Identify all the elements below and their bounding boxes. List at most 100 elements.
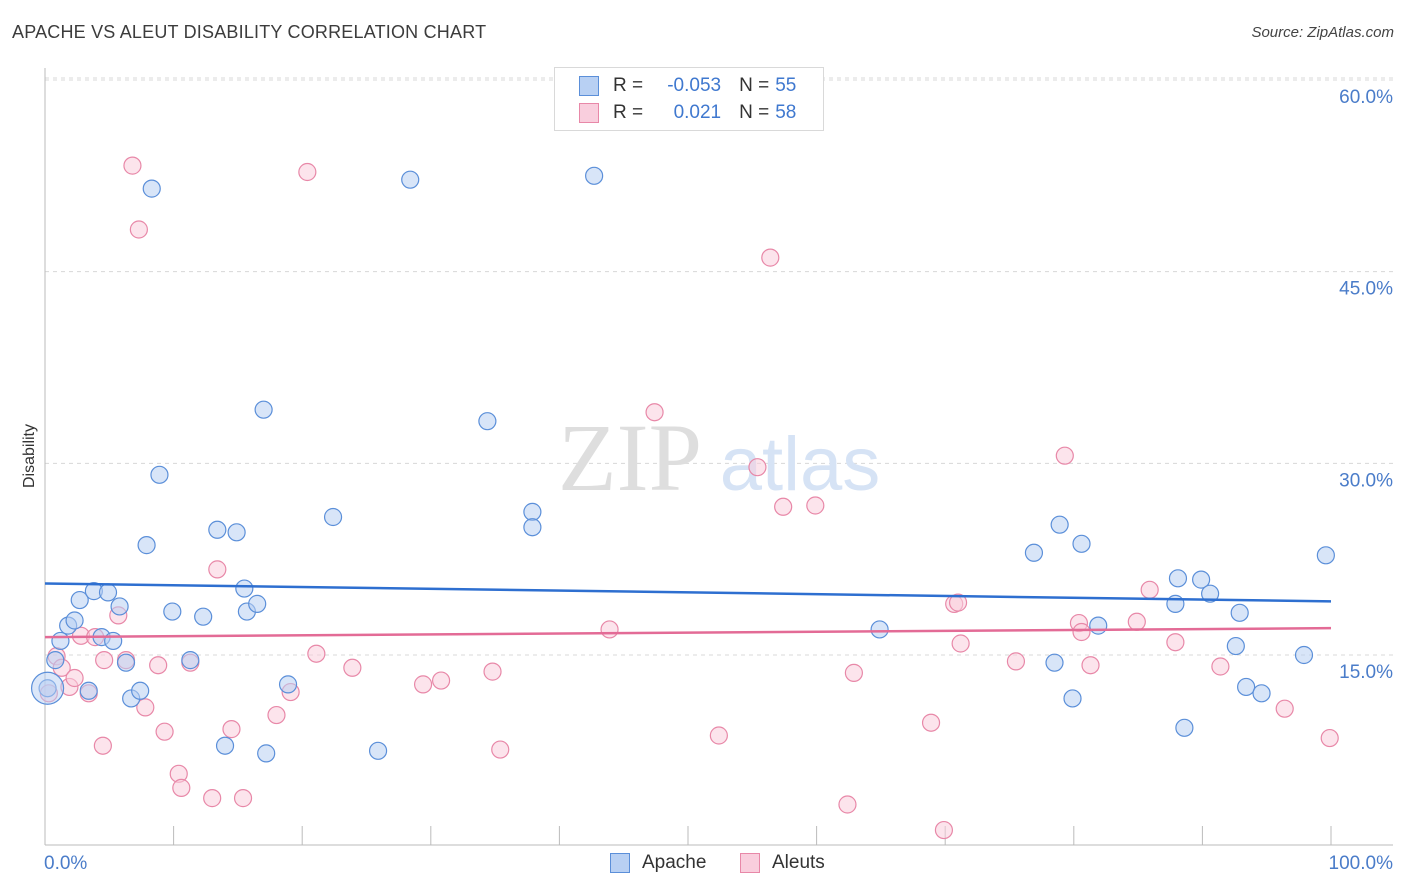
apache-point-26[interactable] <box>248 594 267 613</box>
y-tick-label-2: 45.0% <box>1339 279 1393 300</box>
aleut-point-48[interactable] <box>1055 446 1074 465</box>
aleut-point-4[interactable] <box>65 668 84 688</box>
apache-point-27[interactable] <box>254 400 273 419</box>
apache-point-31[interactable] <box>368 741 388 760</box>
apache-point-9[interactable] <box>98 583 118 602</box>
apache-point-45[interactable] <box>1168 569 1188 588</box>
legend-item-apache[interactable]: Apache <box>610 852 706 874</box>
apache-point-30[interactable] <box>323 507 343 527</box>
aleut-point-32[interactable] <box>491 740 510 759</box>
aleut-point-27[interactable] <box>307 644 326 663</box>
apache-cluster-point[interactable] <box>30 671 65 705</box>
apache-point-37[interactable] <box>870 620 889 639</box>
aleut-point-45[interactable] <box>948 593 968 612</box>
apache-point-39[interactable] <box>1045 653 1064 672</box>
apache-point-46[interactable] <box>1175 718 1194 737</box>
aleut-point-12[interactable] <box>123 156 142 175</box>
aleut-point-54[interactable] <box>1166 633 1185 652</box>
apache-point-54[interactable] <box>1316 546 1335 565</box>
aleut-point-21[interactable] <box>208 560 227 579</box>
legend-item-aleut[interactable]: Aleuts <box>740 852 825 874</box>
aleut-point-13[interactable] <box>129 220 148 239</box>
apache-point-15[interactable] <box>137 536 156 555</box>
apache-point-19[interactable] <box>181 651 200 670</box>
apache-point-41[interactable] <box>1063 689 1082 708</box>
aleut-point-47[interactable] <box>1006 652 1026 671</box>
apache-point-18[interactable] <box>163 602 182 621</box>
apache-point-33[interactable] <box>478 412 497 431</box>
apache-point-32[interactable] <box>401 170 420 189</box>
aleut-point-28[interactable] <box>343 658 362 677</box>
apache-point-43[interactable] <box>1089 616 1108 635</box>
apache-point-4[interactable] <box>65 611 84 630</box>
apache-point-49[interactable] <box>1226 636 1245 656</box>
apache-point-20[interactable] <box>194 607 213 626</box>
apache-point-1[interactable] <box>46 651 65 670</box>
aleut-point-39[interactable] <box>806 496 825 515</box>
apache-point-11[interactable] <box>110 597 129 616</box>
apache-point-38[interactable] <box>1024 543 1044 562</box>
apache-point-34[interactable] <box>523 502 542 521</box>
aleut-point-56[interactable] <box>1275 699 1294 718</box>
aleut-point-55[interactable] <box>1211 657 1230 676</box>
aleut-point-36[interactable] <box>748 458 767 477</box>
apache-point-21[interactable] <box>208 520 227 539</box>
apache-point-5[interactable] <box>70 590 89 610</box>
apache-point-51[interactable] <box>1237 677 1256 697</box>
legend-r-label: R = <box>613 102 644 123</box>
aleut-point-52[interactable] <box>1127 612 1146 631</box>
aleut-point-38[interactable] <box>774 497 793 516</box>
aleut-point-15[interactable] <box>149 656 168 675</box>
aleut-point-9[interactable] <box>95 651 114 670</box>
apache-point-10[interactable] <box>104 631 123 651</box>
aleut-point-35[interactable] <box>709 726 728 745</box>
legend-n-label: N = <box>739 102 770 123</box>
apache-point-14[interactable] <box>131 681 150 700</box>
aleut-point-41[interactable] <box>844 663 863 682</box>
aleut-point-20[interactable] <box>203 789 222 808</box>
apache-point-40[interactable] <box>1050 515 1069 534</box>
apache-point-22[interactable] <box>215 736 235 755</box>
apache-point-12[interactable] <box>116 653 136 672</box>
aleut-point-8[interactable] <box>93 736 112 755</box>
apache-point-29[interactable] <box>278 675 298 694</box>
apache-point-17[interactable] <box>150 465 169 484</box>
apache-point-50[interactable] <box>1230 603 1249 622</box>
aleut-point-40[interactable] <box>838 795 857 814</box>
aleut-point-53[interactable] <box>1140 580 1159 599</box>
apache-point-53[interactable] <box>1294 645 1314 665</box>
aleut-point-22[interactable] <box>222 720 241 739</box>
aleut-point-29[interactable] <box>413 675 433 694</box>
apache-point-42[interactable] <box>1072 534 1091 553</box>
apache-point-35[interactable] <box>523 518 542 537</box>
aleut-point-43[interactable] <box>934 820 954 840</box>
aleut-point-50[interactable] <box>1072 622 1091 642</box>
apache-point-47[interactable] <box>1192 570 1211 589</box>
aleut-point-42[interactable] <box>921 713 941 732</box>
apache-point-16[interactable] <box>142 179 161 198</box>
aleut-point-37[interactable] <box>761 248 780 267</box>
apache-point-28[interactable] <box>257 744 276 763</box>
apache-point-23[interactable] <box>227 523 246 542</box>
aleut-point-23[interactable] <box>233 789 253 808</box>
aleut-point-14[interactable] <box>136 698 155 717</box>
apache-point-6[interactable] <box>79 681 98 700</box>
aleut-point-34[interactable] <box>645 403 664 422</box>
aleut-point-16[interactable] <box>155 722 174 741</box>
apache-point-48[interactable] <box>1201 584 1220 603</box>
aleut-point-31[interactable] <box>483 662 502 681</box>
aleut-point-51[interactable] <box>1081 656 1100 675</box>
apache-point-2[interactable] <box>51 631 70 651</box>
aleut-point-46[interactable] <box>951 634 970 653</box>
apache-point-36[interactable] <box>585 166 604 185</box>
legend-r-value-aleut: 0.021 <box>673 102 722 123</box>
aleut-point-18[interactable] <box>172 778 191 797</box>
apache-point-52[interactable] <box>1252 684 1271 703</box>
aleut-point-30[interactable] <box>431 671 451 690</box>
aleut-point-57[interactable] <box>1320 728 1339 748</box>
aleut-point-24[interactable] <box>267 705 286 725</box>
apache-point-24[interactable] <box>235 579 254 598</box>
aleut-point-26[interactable] <box>298 162 317 182</box>
aleut-point-33[interactable] <box>600 620 619 639</box>
